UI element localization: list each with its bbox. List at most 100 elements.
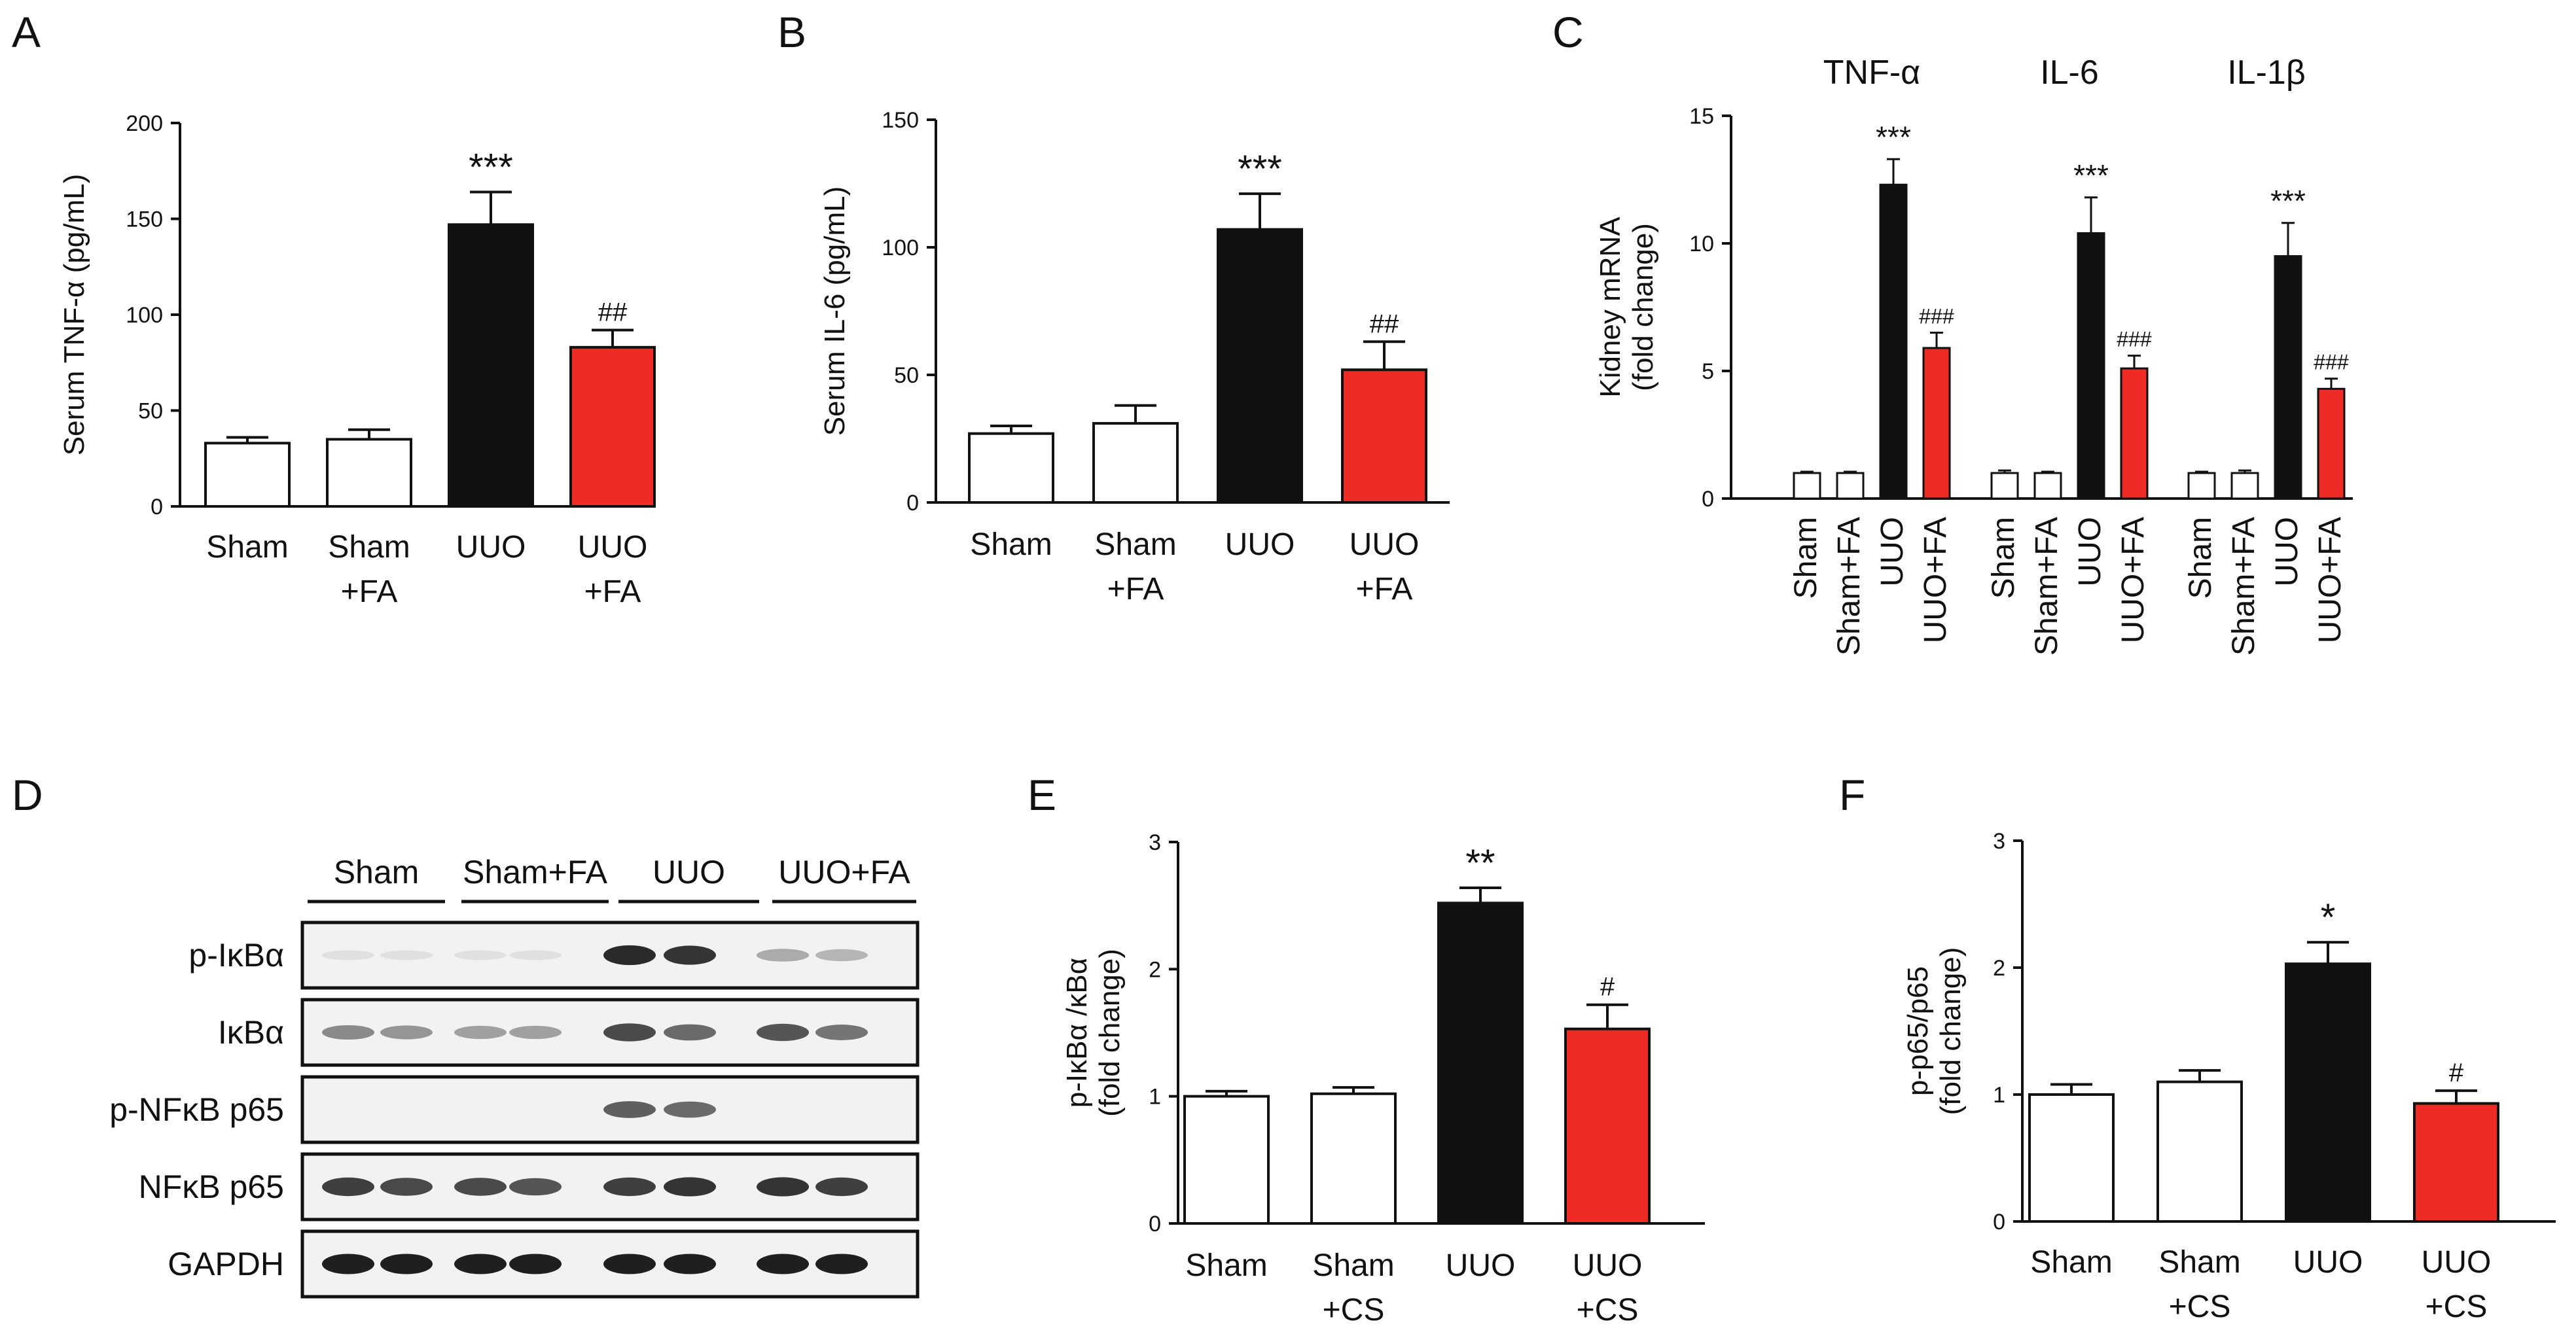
y-tick-label: 100	[126, 303, 163, 328]
blot-group-label: Sham+FA	[463, 854, 608, 890]
blot-band	[509, 1025, 562, 1040]
blot-band	[603, 1023, 656, 1042]
blot-band	[454, 1178, 507, 1196]
bar	[1092, 422, 1179, 504]
y-tick-label: 50	[894, 363, 919, 388]
category-label: Sham	[970, 527, 1052, 562]
y-tick-label: 0	[906, 491, 919, 516]
y-tick-label: 5	[1702, 359, 1714, 384]
blot-band	[509, 1178, 562, 1196]
blot-band	[664, 1177, 716, 1197]
y-axis-label-line: p-p65/p65	[1902, 966, 1934, 1096]
blot-band	[757, 949, 809, 962]
category-label: +FA	[584, 574, 641, 609]
blot-band	[322, 1254, 374, 1274]
blot-band	[322, 1177, 374, 1197]
blot-band	[380, 1254, 433, 1274]
bar	[1217, 228, 1303, 504]
y-axis-label-line: (fold change)	[1935, 947, 1967, 1115]
category-label: +CS	[2425, 1290, 2488, 1324]
y-tick-label: 0	[151, 495, 163, 519]
blot-row	[300, 1229, 920, 1299]
category-label: UUO	[578, 530, 648, 565]
y-axis-label-line: Kidney mRNA	[1594, 217, 1626, 398]
bar	[2230, 472, 2259, 500]
category-label: Sham	[2158, 1245, 2240, 1280]
y-tick-label: 150	[882, 108, 919, 133]
bar	[2120, 367, 2149, 500]
y-tick-label: 200	[126, 111, 163, 136]
category-label: UUO+FA	[2116, 517, 2151, 643]
significance-label: *	[2321, 896, 2336, 939]
bar	[569, 345, 656, 508]
y-axis-label-line: (fold change)	[1627, 223, 1659, 391]
significance-label: #	[2449, 1059, 2464, 1087]
blot-band	[509, 1254, 562, 1274]
y-axis-label: Serum IL-6 (pg/mL)	[819, 186, 851, 436]
category-label: Sham	[206, 530, 288, 565]
category-label: UUO	[1225, 527, 1295, 562]
y-tick-label: 100	[882, 236, 919, 260]
blot-band	[380, 1178, 433, 1196]
bar	[2156, 1080, 2243, 1223]
category-label: Sham	[2030, 1245, 2112, 1280]
y-tick-label: 3	[1993, 829, 2005, 854]
category-label: Sham	[328, 530, 410, 565]
bar	[1437, 902, 1524, 1225]
blot-band	[815, 1177, 868, 1197]
blot-band	[454, 1025, 507, 1040]
blot-band	[603, 945, 656, 966]
blot-row-label: IκBα	[218, 1014, 284, 1051]
blot-band	[454, 950, 507, 960]
group-label: IL-6	[2040, 54, 2099, 92]
significance-label: ##	[598, 298, 628, 326]
blot-band	[603, 1177, 656, 1197]
category-label: UUO	[2270, 517, 2304, 587]
bar	[2317, 387, 2346, 500]
blot-band	[815, 1254, 868, 1274]
bar	[1564, 1027, 1651, 1225]
bar	[968, 432, 1054, 504]
category-label: UUO	[1573, 1248, 1643, 1283]
category-label: UUO	[2422, 1245, 2492, 1280]
category-label: UUO	[2293, 1245, 2363, 1280]
panel-label: C	[1552, 8, 1584, 56]
significance-label: ###	[2117, 328, 2152, 351]
category-label: UUO	[2073, 517, 2107, 587]
category-label: Sham	[1094, 527, 1176, 562]
y-tick-label: 1	[1993, 1083, 2005, 1108]
significance-label: ***	[1238, 148, 1282, 190]
category-label: +CS	[2169, 1290, 2231, 1324]
panel-label: F	[1839, 771, 1865, 819]
bar	[2077, 232, 2105, 500]
blot-row	[300, 998, 920, 1067]
blot-band	[380, 950, 433, 960]
significance-label: ***	[1876, 120, 1911, 154]
panel-label: B	[778, 8, 806, 56]
bar	[448, 223, 534, 508]
group-label: TNF-α	[1823, 54, 1920, 92]
panel-label: E	[1028, 771, 1056, 819]
category-label: +FA	[341, 574, 398, 609]
category-label: Sham+FA	[2227, 517, 2261, 656]
y-tick-label: 150	[126, 207, 163, 232]
y-tick-label: 2	[1993, 956, 2005, 981]
significance-label: ##	[1370, 309, 1399, 338]
significance-label: **	[1465, 842, 1495, 885]
blot-row	[300, 1075, 920, 1144]
category-label: UUO+FA	[1918, 517, 1953, 643]
bar	[1990, 472, 2019, 500]
blot-row-label: GAPDH	[168, 1246, 284, 1282]
blot-row-label: p-IκBα	[188, 937, 284, 974]
category-label: +CS	[1323, 1293, 1385, 1327]
category-label: UUO+FA	[2313, 517, 2348, 643]
bar	[2274, 255, 2302, 500]
blot-band	[603, 1101, 656, 1118]
bar	[2033, 472, 2062, 500]
bar	[204, 442, 291, 508]
blot-band	[664, 1101, 716, 1118]
bar	[2028, 1093, 2115, 1223]
blot-group-label: UUO+FA	[778, 854, 910, 890]
panel-label: D	[12, 771, 43, 819]
